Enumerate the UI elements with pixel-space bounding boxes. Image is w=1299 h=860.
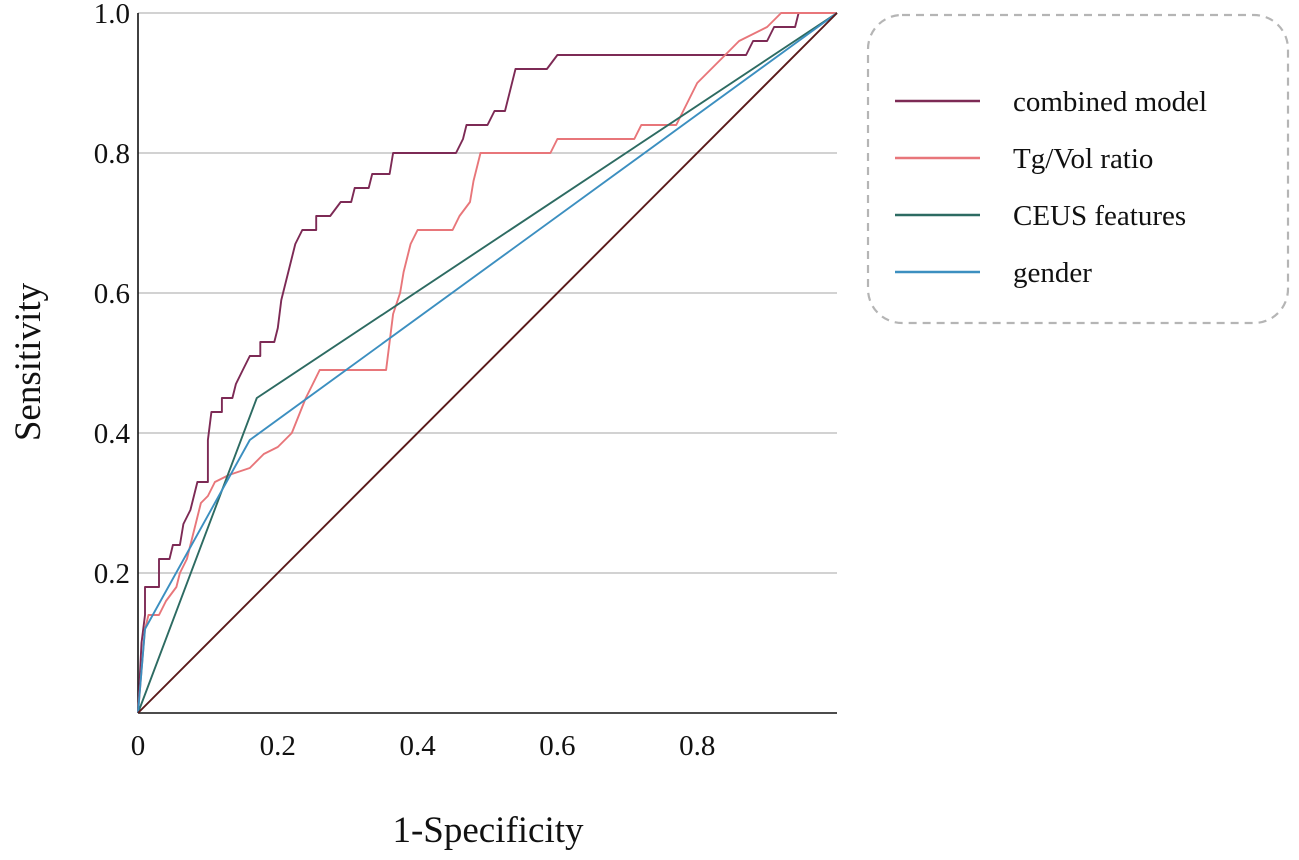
legend-label-ceus-features: CEUS features (1013, 200, 1186, 232)
y-tick-label-0: 0.2 (94, 558, 130, 590)
x-tick-label-4: 0.8 (679, 730, 715, 762)
y-tick-label-4: 1.0 (94, 0, 130, 30)
tick-labels: 0.2 0.4 0.6 0.8 1.0 0 0.2 0.4 0.6 0.8 (94, 0, 716, 762)
x-tick-label-3: 0.6 (539, 730, 575, 762)
gridlines (138, 12, 837, 574)
series-line-combined-model (137, 12, 837, 714)
roc-curves (137, 12, 838, 714)
x-axis-title: 1-Specificity (392, 810, 584, 851)
series-line-gender (137, 12, 838, 714)
legend-label-combined-model: combined model (1013, 86, 1207, 118)
series-line-tg-vol-ratio (137, 12, 837, 714)
y-tick-label-1: 0.4 (94, 418, 131, 450)
series-line-ceus-features (137, 12, 838, 714)
legend-label-gender: gender (1013, 257, 1092, 289)
axes (137, 13, 837, 714)
y-axis-title: Sensitivity (8, 282, 49, 441)
legend: combined model Tg/Vol ratio CEUS features g… (866, 13, 1290, 325)
x-tick-label-0: 0 (131, 730, 146, 762)
x-tick-label-1: 0.2 (260, 730, 296, 762)
legend-box (866, 13, 1290, 325)
x-tick-label-2: 0.4 (399, 730, 436, 762)
y-tick-label-3: 0.8 (94, 138, 130, 170)
y-tick-label-2: 0.6 (94, 278, 130, 310)
series-line-reference (137, 12, 838, 714)
legend-label-tg-vol-ratio: Tg/Vol ratio (1013, 143, 1153, 175)
